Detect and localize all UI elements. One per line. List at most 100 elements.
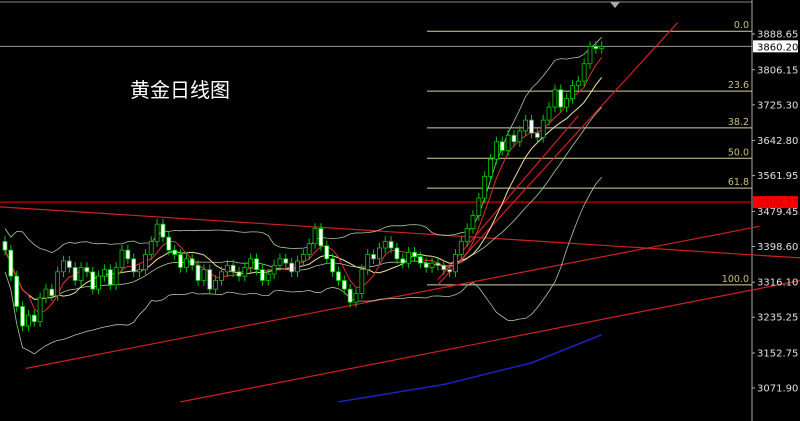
- candle-body: [242, 267, 248, 277]
- candle: [142, 249, 148, 275]
- candle: [423, 257, 429, 273]
- fib-level-label: 100.0: [722, 274, 749, 285]
- candle: [137, 264, 142, 278]
- trendline: [437, 22, 679, 286]
- candle-body: [552, 89, 558, 108]
- candle: [14, 270, 20, 312]
- candle: [534, 127, 540, 143]
- candle-body: [31, 314, 37, 323]
- candle-body: [61, 260, 66, 273]
- candle: [511, 130, 517, 147]
- candle-body: [306, 243, 312, 255]
- candle-body: [593, 46, 599, 49]
- candle-body: [376, 247, 382, 260]
- candle: [125, 244, 131, 265]
- candle: [330, 253, 336, 278]
- candle-body: [2, 241, 8, 251]
- candle-body: [283, 258, 289, 264]
- candle: [523, 114, 529, 137]
- candle-body: [49, 288, 55, 297]
- candle-body: [318, 228, 324, 247]
- candle-body: [359, 269, 365, 294]
- trendline: [0, 206, 800, 259]
- candle-body: [406, 251, 412, 264]
- candle-body: [599, 46, 605, 49]
- candle-body: [166, 236, 172, 251]
- candle: [2, 236, 8, 256]
- candle-body: [160, 223, 166, 238]
- candle-body: [523, 119, 529, 132]
- candle: [371, 249, 376, 265]
- candle: [365, 249, 371, 275]
- fib-level-label: 23.6: [728, 80, 749, 91]
- candle-body: [488, 158, 493, 177]
- candle: [488, 153, 493, 182]
- candle: [529, 114, 534, 139]
- candle: [113, 262, 119, 291]
- y-tick-label: 3235.25: [757, 313, 798, 324]
- candle: [183, 253, 189, 273]
- y-tick-label: 3806.15: [757, 65, 798, 76]
- candle-body: [66, 260, 72, 268]
- bollinger-lower-band: [4, 176, 603, 355]
- candle: [482, 171, 488, 204]
- candle-body: [529, 119, 534, 134]
- candle-body: [353, 293, 359, 303]
- candle: [119, 244, 125, 273]
- candle-body: [277, 258, 283, 266]
- candle: [265, 268, 271, 286]
- candle: [230, 260, 236, 278]
- fib-level-label: 0.0: [734, 20, 749, 31]
- candle: [476, 192, 482, 221]
- candle-body: [271, 264, 277, 275]
- candle-body: [517, 130, 523, 143]
- candle-body: [587, 46, 593, 65]
- candle: [20, 301, 25, 332]
- candle: [593, 41, 599, 54]
- candle-body: [400, 258, 406, 264]
- candle: [96, 270, 101, 295]
- candle-body: [259, 269, 265, 281]
- candle-body: [336, 271, 341, 281]
- candle: [429, 257, 435, 273]
- candle-body: [570, 85, 575, 99]
- candle-body: [254, 258, 259, 271]
- candle-body: [224, 264, 230, 273]
- candle-body: [347, 288, 353, 303]
- long-moving-average-line: [338, 333, 602, 403]
- candle-body: [371, 254, 376, 260]
- candle-body: [429, 262, 435, 268]
- candle: [406, 247, 412, 269]
- candle-body: [131, 258, 137, 273]
- candle: [441, 260, 447, 275]
- trendline: [180, 279, 800, 403]
- candle-body: [236, 271, 242, 277]
- candle-body: [534, 132, 540, 138]
- candle: [552, 84, 558, 113]
- candle-body: [43, 288, 49, 299]
- candle-body: [447, 269, 453, 273]
- candle: [353, 288, 359, 308]
- candle: [166, 231, 172, 256]
- candle: [376, 242, 382, 265]
- candle-body: [25, 314, 31, 327]
- candle-body: [55, 271, 61, 297]
- candle: [464, 223, 470, 247]
- candle: [336, 266, 341, 286]
- candle: [306, 238, 312, 260]
- candle-body: [441, 264, 447, 271]
- candle-body: [119, 249, 125, 268]
- candle: [517, 125, 523, 147]
- candle-body: [84, 267, 90, 273]
- fib-level-label: 50.0: [728, 147, 749, 158]
- candle: [242, 262, 248, 282]
- marked-price-label-box: [753, 196, 798, 209]
- candle: [388, 236, 394, 254]
- candle-body: [213, 280, 219, 290]
- candle: [599, 41, 605, 54]
- candle: [587, 41, 593, 69]
- candle-body: [96, 275, 101, 290]
- candle-body: [142, 254, 148, 271]
- fib-level-label: 38.2: [728, 117, 749, 128]
